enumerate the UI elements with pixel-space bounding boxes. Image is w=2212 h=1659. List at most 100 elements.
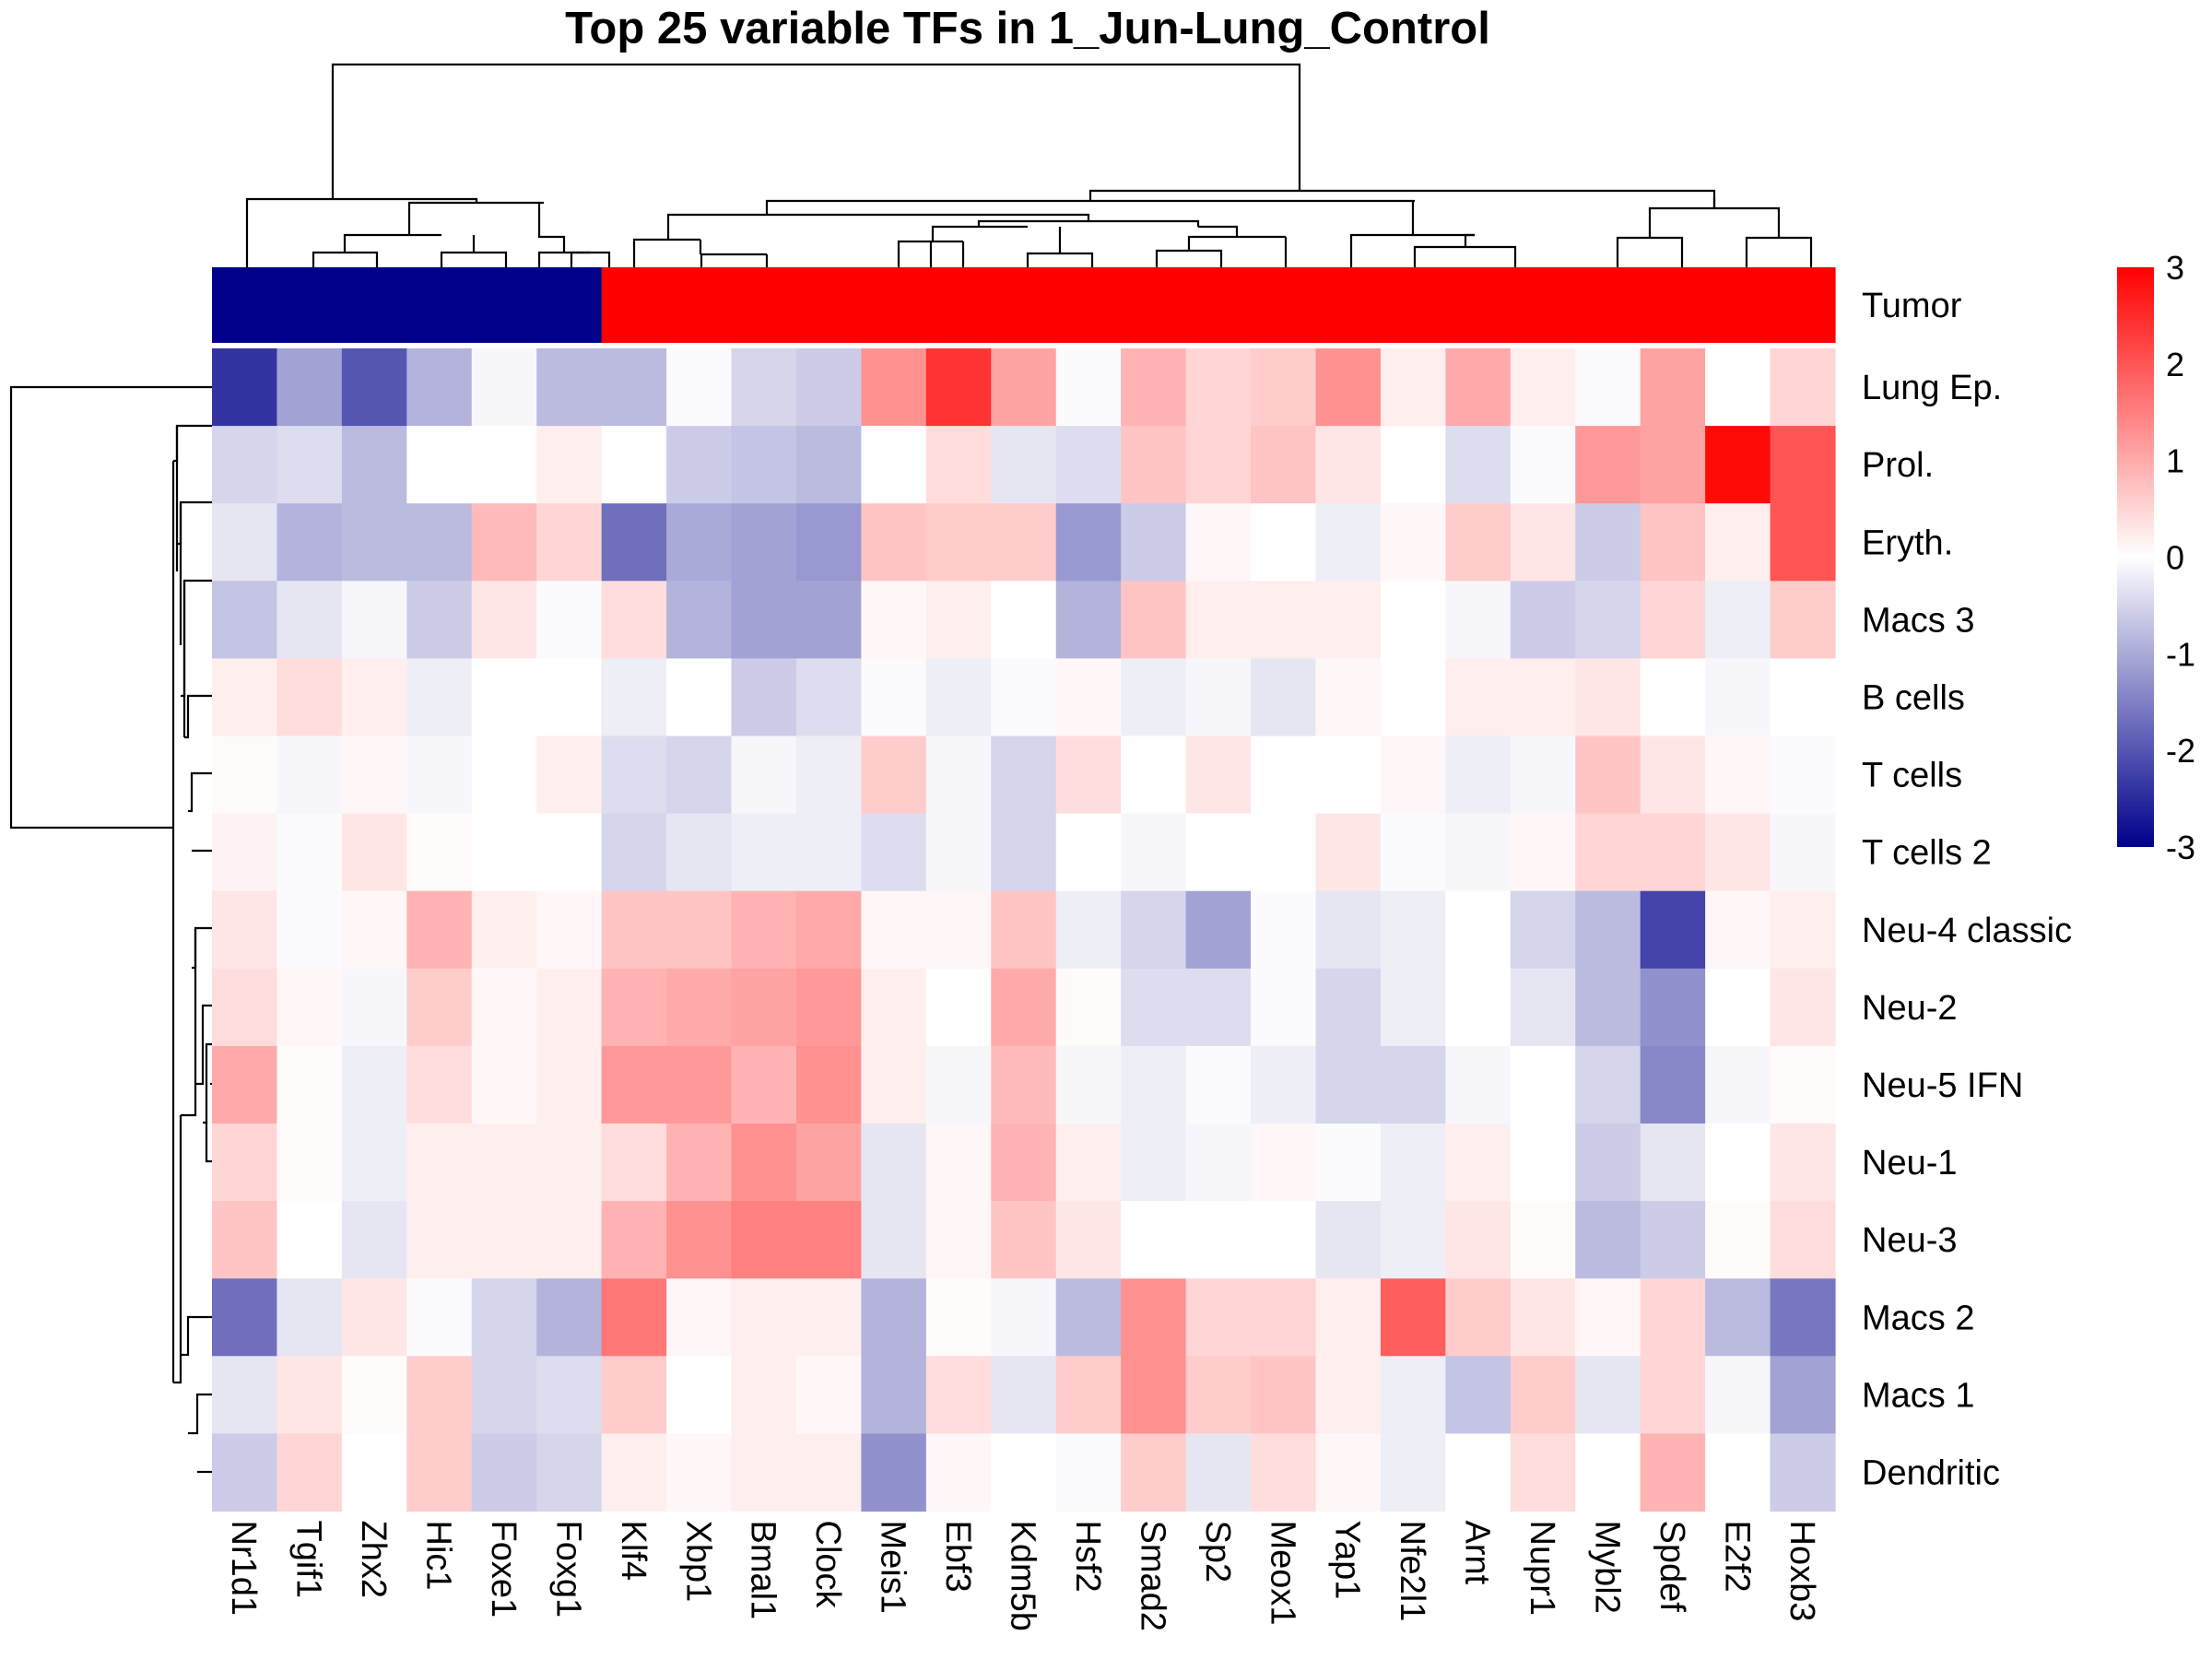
heatmap-cell-t-cells-foxg1: [536, 735, 603, 815]
heatmap-cell-neu-4-classic-xbp1: [666, 890, 733, 970]
heatmap-cell-macs-2-xbp1: [666, 1278, 733, 1357]
heatmap-cell-dendritic-meox1: [1251, 1433, 1317, 1512]
column-dendrogram-branch-30: [1464, 233, 1475, 247]
heatmap-cell-lung-ep-nr1d1: [212, 348, 278, 427]
heatmap-cell-neu-3-foxg1: [536, 1201, 603, 1279]
heatmap-cell-t-cells-2-hic1: [406, 813, 473, 892]
heatmap-cell-macs-1-meis1: [861, 1356, 927, 1434]
heatmap-cell-neu-1-bmal1: [731, 1124, 797, 1202]
legend-tick-minus-1: -1: [2166, 635, 2195, 673]
heatmap-cell-t-cells-xbp1: [666, 735, 733, 815]
heatmap-cell-lung-ep-yap1: [1315, 348, 1382, 427]
heatmap-cell-lung-ep-zhx2: [341, 348, 407, 427]
heatmap-cell-neu-4-classic-nr1d1: [212, 890, 278, 970]
heatmap-cell-macs-1-e2f2: [1705, 1356, 1771, 1434]
heatmap-cell-neu-2-hsf2: [1055, 968, 1122, 1047]
column-dendrogram-branch-2: [440, 251, 508, 267]
heatmap-cell-lung-ep-klf4: [601, 348, 667, 427]
heatmap-cell-b-cells-kdm5b: [991, 658, 1057, 737]
heatmap-cell-t-cells-hoxb3: [1770, 735, 1836, 815]
heatmap-cell-macs-3-hic1: [406, 581, 473, 659]
heatmap-cells: [212, 348, 1836, 1512]
heatmap-cell-neu-3-tgif1: [276, 1201, 343, 1279]
heatmap-cell-dendritic-kdm5b: [991, 1433, 1057, 1512]
heatmap-cell-b-cells-smad2: [1121, 658, 1187, 737]
legend-color-bar: [2117, 267, 2154, 847]
heatmap-cell-neu-4-classic-sp2: [1185, 890, 1252, 970]
heatmap-cell-t-cells-hic1: [406, 735, 473, 815]
heatmap-cell-neu-4-classic-ebf3: [925, 890, 992, 970]
heatmap-cell-macs-3-foxg1: [536, 581, 603, 659]
heatmap-cell-neu-5-ifn-meis1: [861, 1045, 927, 1124]
annotation-cell-yap1: [1315, 267, 1382, 343]
heatmap-cell-neu-2-meox1: [1251, 968, 1317, 1047]
annotation-cell-xbp1: [666, 267, 733, 343]
heatmap-cell-lung-ep-foxe1: [471, 348, 537, 427]
heatmap-cell-neu-5-ifn-foxe1: [471, 1045, 537, 1124]
heatmap-cell-dendritic-foxe1: [471, 1433, 537, 1512]
heatmap-cell-dendritic-klf4: [601, 1433, 667, 1512]
heatmap-cell-b-cells-zhx2: [341, 658, 407, 737]
heatmap-cell-t-cells-2-meis1: [861, 813, 927, 892]
column-dendrogram-branch-12: [700, 253, 767, 267]
heatmap-cell-neu-1-clock: [795, 1124, 862, 1202]
heatmap-cell-neu-3-hsf2: [1055, 1201, 1122, 1279]
heatmap-cell-prol-nr1d1: [212, 426, 278, 504]
heatmap-cell-neu-5-ifn-nfe2l1: [1380, 1045, 1446, 1124]
column-dendrogram-branch-9: [245, 197, 478, 267]
column-dendrogram-branch-7: [537, 203, 566, 253]
heatmap-cell-macs-3-e2f2: [1705, 581, 1771, 659]
heatmap-cell-b-cells-mybl2: [1575, 658, 1641, 737]
heatmap-cell-eryth-kdm5b: [991, 503, 1057, 582]
heatmap-cell-eryth-sp2: [1185, 503, 1252, 582]
heatmap-cell-macs-3-smad2: [1121, 581, 1187, 659]
heatmap-cell-neu-4-classic-nfe2l1: [1380, 890, 1446, 970]
heatmap-cell-eryth-nfe2l1: [1380, 503, 1446, 582]
heatmap-cell-prol-mybl2: [1575, 426, 1641, 504]
heatmap-cell-macs-1-bmal1: [731, 1356, 797, 1434]
annotation-cell-meox1: [1251, 267, 1317, 343]
heatmap-cell-b-cells-xbp1: [666, 658, 733, 737]
heatmap-cell-t-cells-2-hsf2: [1055, 813, 1122, 892]
heatmap-cell-prol-meox1: [1251, 426, 1317, 504]
heatmap-cell-macs-2-clock: [795, 1278, 862, 1357]
heatmap-cell-prol-e2f2: [1705, 426, 1771, 504]
column-label-foxg1: Foxg1: [548, 1521, 587, 1618]
annotation-cell-foxg1: [536, 267, 603, 343]
heatmap-cell-t-cells-2-bmal1: [731, 813, 797, 892]
heatmap-cell-neu-3-ebf3: [925, 1201, 992, 1279]
heatmap-cell-neu-2-zhx2: [341, 968, 407, 1047]
heatmap-cell-neu-5-ifn-yap1: [1315, 1045, 1382, 1124]
column-label-mybl2: Mybl2: [1587, 1521, 1626, 1614]
heatmap-cell-neu-3-xbp1: [666, 1201, 733, 1279]
heatmap-cell-neu-1-spdef: [1640, 1124, 1706, 1202]
heatmap-cell-eryth-meis1: [861, 503, 927, 582]
heatmap-cell-macs-3-nupr1: [1510, 581, 1576, 659]
heatmap-cell-neu-3-mybl2: [1575, 1201, 1641, 1279]
heatmap-cell-neu-1-meox1: [1251, 1124, 1317, 1202]
heatmap-cell-dendritic-mybl2: [1575, 1433, 1641, 1512]
heatmap-cell-macs-1-zhx2: [341, 1356, 407, 1434]
annotation-cell-kdm5b: [991, 267, 1057, 343]
heatmap-cell-macs-3-nfe2l1: [1380, 581, 1446, 659]
row-dendrogram-branch-19: [173, 1115, 182, 1384]
heatmap-cell-neu-5-ifn-hic1: [406, 1045, 473, 1124]
heatmap-cell-neu-5-ifn-xbp1: [666, 1045, 733, 1124]
heatmap-cell-macs-3-hoxb3: [1770, 581, 1836, 659]
heatmap-cell-dendritic-meis1: [861, 1433, 927, 1512]
heatmap-cell-neu-5-ifn-spdef: [1640, 1045, 1706, 1124]
annotation-cell-meis1: [861, 267, 927, 343]
annotation-cell-bmal1: [731, 267, 797, 343]
heatmap-cell-t-cells-kdm5b: [991, 735, 1057, 815]
heatmap-cell-dendritic-arnt: [1445, 1433, 1512, 1512]
heatmap-cell-neu-4-classic-meox1: [1251, 890, 1317, 970]
heatmap-cell-neu-4-classic-bmal1: [731, 890, 797, 970]
heatmap-cell-neu-3-klf4: [601, 1201, 667, 1279]
heatmap-cell-prol-tgif1: [276, 426, 343, 504]
heatmap-cell-prol-spdef: [1640, 426, 1706, 504]
heatmap-cell-macs-2-smad2: [1121, 1278, 1187, 1357]
heatmap-cell-macs-3-yap1: [1315, 581, 1382, 659]
heatmap-cell-lung-ep-hsf2: [1055, 348, 1122, 427]
column-dendrogram-branch-11: [632, 238, 700, 267]
heatmap-cell-macs-3-spdef: [1640, 581, 1706, 659]
